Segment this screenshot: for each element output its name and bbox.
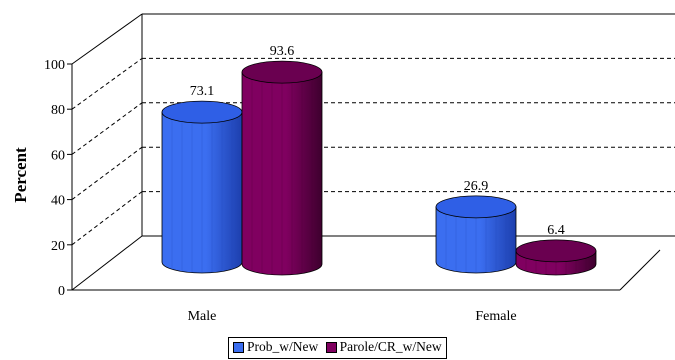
data-label-female-prob: 26.9 — [464, 179, 489, 194]
floor-left-edge — [71, 235, 143, 291]
y-tick-label-60: 60 — [51, 148, 65, 163]
bar-female-prob — [435, 195, 517, 274]
y-tick-label-40: 40 — [51, 194, 65, 209]
floor-right-edge — [619, 249, 661, 291]
data-label-female-parole: 6.4 — [547, 223, 565, 238]
data-label-male-parole: 93.6 — [270, 44, 295, 59]
legend: Prob_w/New Parole/CR_w/New — [228, 337, 447, 359]
bars — [161, 60, 597, 276]
category-label-male: Male — [188, 309, 217, 324]
legend-item-prob: Prob_w/New — [233, 339, 318, 355]
bar-male-prob — [161, 100, 243, 274]
data-labels: 73.1 93.6 26.9 6.4 — [190, 44, 565, 238]
gridline-side-20 — [71, 191, 143, 246]
side-wall-top-edge — [71, 13, 143, 65]
gridline-side-80 — [71, 57, 143, 110]
legend-label-parole: Parole/CR_w/New — [339, 339, 442, 354]
legend-item-parole: Parole/CR_w/New — [325, 339, 442, 355]
legend-swatch-prob — [233, 341, 244, 353]
bar-female-parole — [515, 239, 597, 276]
y-tick-label-0: 0 — [58, 284, 65, 299]
category-labels: Male Female — [188, 309, 517, 324]
data-label-male-prob: 73.1 — [190, 84, 215, 99]
y-tick-label-100: 100 — [44, 58, 65, 73]
y-axis-title: Percent — [11, 147, 30, 203]
y-tick-label-20: 20 — [51, 239, 65, 254]
legend-swatch-parole — [325, 341, 337, 353]
category-label-female: Female — [475, 309, 516, 324]
legend-label-prob: Prob_w/New — [247, 339, 319, 354]
y-axis-ticks: 0 20 40 60 80 100 — [44, 58, 72, 299]
gridline-side-40 — [71, 146, 143, 201]
gridlines — [71, 57, 675, 246]
y-tick-label-80: 80 — [51, 103, 65, 118]
bar-male-parole — [241, 60, 323, 276]
gridline-side-60 — [71, 102, 143, 155]
